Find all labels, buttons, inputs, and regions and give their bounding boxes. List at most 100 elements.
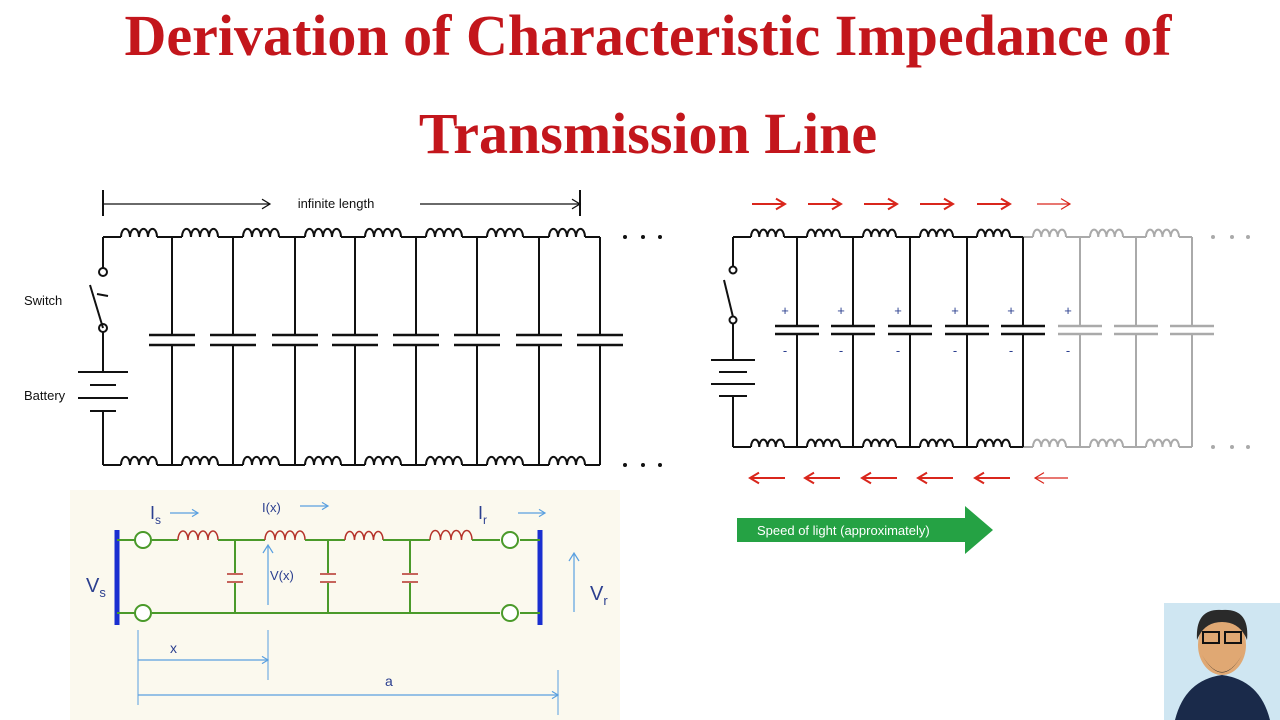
inductor — [1089, 438, 1124, 448]
arrowhead — [973, 471, 985, 485]
terminal — [134, 604, 152, 622]
inductor — [304, 455, 342, 466]
arrowhead — [943, 197, 955, 211]
plus-sign: + — [894, 303, 902, 318]
arrowhead — [261, 655, 270, 665]
inductor — [120, 227, 158, 238]
terminal — [728, 315, 738, 325]
inductor — [862, 228, 897, 238]
v-arrow — [262, 543, 274, 605]
x-label: x — [170, 640, 177, 656]
inductor — [181, 455, 219, 466]
main: I — [478, 503, 483, 523]
arrowhead — [571, 198, 582, 210]
arrowhead — [860, 471, 872, 485]
dot — [1230, 445, 1234, 449]
arrowhead — [1000, 197, 1012, 211]
arrowhead — [551, 690, 560, 700]
plus-sign: + — [1064, 303, 1072, 318]
vr-label: Vr — [590, 583, 608, 608]
terminal — [134, 531, 152, 549]
plus-sign: + — [837, 303, 845, 318]
terminal — [501, 531, 519, 549]
inductor — [806, 438, 841, 448]
inductor — [425, 455, 463, 466]
glasses — [1202, 631, 1220, 644]
speed-label: Speed of light (approximately) — [757, 523, 930, 538]
dot — [623, 463, 627, 467]
arrowhead — [191, 508, 200, 518]
minus-sign: - — [1066, 343, 1070, 358]
arrowhead — [1033, 472, 1045, 484]
main: V — [86, 575, 100, 597]
inductor — [919, 438, 954, 448]
inductor — [304, 227, 342, 238]
plus-sign: + — [781, 303, 789, 318]
avatar-body — [1175, 675, 1270, 720]
minus-sign: - — [783, 343, 787, 358]
inductor — [242, 227, 280, 238]
terminal — [501, 604, 519, 622]
sub: r — [603, 593, 608, 608]
inductor — [548, 227, 586, 238]
inductor — [750, 438, 785, 448]
sub: r — [483, 513, 487, 527]
panel — [70, 490, 620, 720]
dot — [658, 235, 662, 239]
wire — [723, 279, 734, 318]
battery-label: Battery — [24, 388, 66, 403]
inductor — [976, 228, 1011, 238]
minus-sign: - — [839, 343, 843, 358]
inductor — [976, 438, 1011, 448]
inductor — [177, 530, 219, 541]
inductor — [486, 227, 524, 238]
switch-label: Switch — [24, 293, 62, 308]
inductor — [1145, 438, 1180, 448]
length-label: infinite length — [298, 196, 375, 211]
sub: s — [155, 513, 161, 527]
glasses — [1224, 631, 1242, 644]
speed-arrow — [737, 506, 993, 554]
dot — [641, 463, 645, 467]
wire — [89, 284, 104, 329]
inductor — [429, 529, 473, 541]
dot — [1211, 445, 1215, 449]
inductor — [120, 455, 158, 466]
inductor — [425, 227, 463, 238]
inductor — [486, 455, 524, 466]
title: Transmission Line — [419, 101, 877, 166]
inductor — [919, 228, 954, 238]
dot — [1246, 445, 1250, 449]
main: I — [150, 503, 155, 523]
minus-sign: - — [1009, 343, 1013, 358]
inductor — [750, 228, 785, 238]
vs-label: Vs — [86, 575, 106, 600]
dot — [1230, 235, 1234, 239]
arrowhead — [831, 197, 843, 211]
inductor — [1145, 228, 1180, 238]
inductor — [364, 455, 402, 466]
terminal — [728, 265, 738, 275]
arrowhead — [775, 197, 787, 211]
inductor — [1032, 228, 1067, 238]
inductor — [1032, 438, 1067, 448]
title: Derivation of Characteristic Impedance o… — [125, 3, 1173, 68]
inductor — [364, 227, 402, 238]
arrowhead — [321, 501, 330, 511]
inductor — [242, 455, 280, 466]
inductor — [1089, 228, 1124, 238]
dot — [658, 463, 662, 467]
inductor — [806, 228, 841, 238]
minus-sign: - — [896, 343, 900, 358]
arrowhead — [916, 471, 928, 485]
arrowhead — [538, 508, 547, 518]
dot — [1246, 235, 1250, 239]
wire — [96, 293, 109, 297]
inductor — [344, 530, 384, 541]
arrowhead — [1060, 198, 1072, 210]
arrowhead — [261, 198, 272, 210]
terminal — [98, 267, 108, 277]
dot — [1211, 235, 1215, 239]
vx-label: V(x) — [270, 568, 294, 583]
plus-sign: + — [951, 303, 959, 318]
